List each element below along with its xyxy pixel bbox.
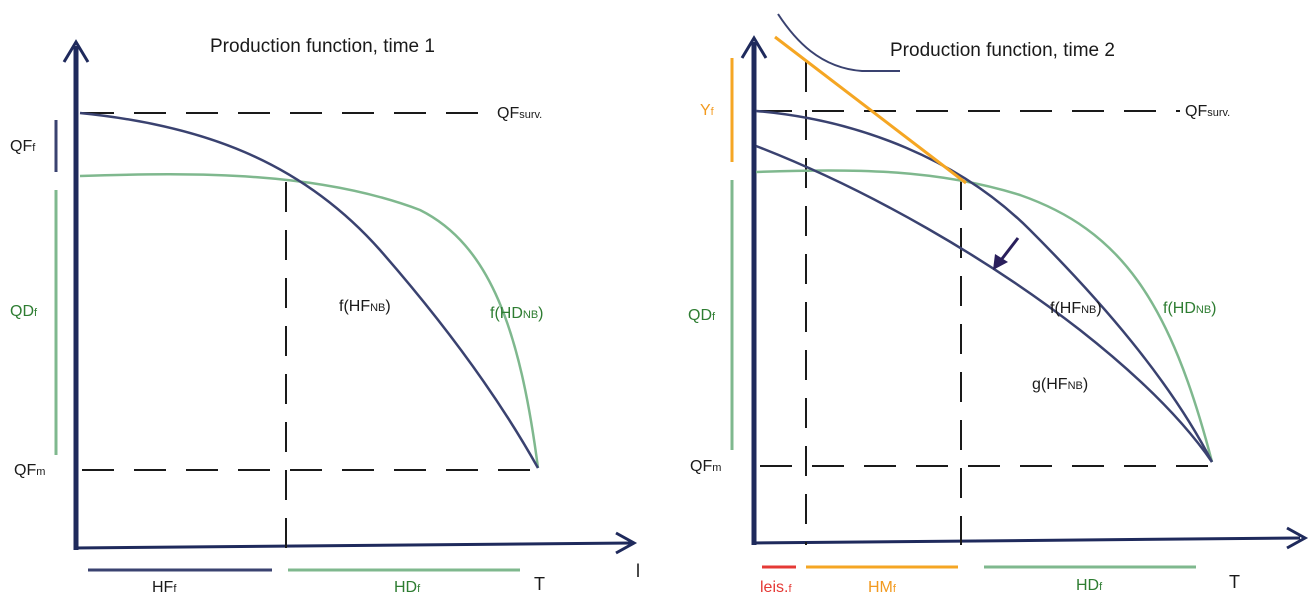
right-curve-green-hd (755, 169, 1214, 463)
left-hdf-label: HDf (394, 579, 421, 596)
left-qfm-label: QFm (14, 462, 45, 479)
right-qf-surv-label: QFsurv. (1185, 103, 1230, 120)
left-hff-label: HFf (152, 579, 177, 596)
right-x-axis-arrow (1286, 526, 1309, 550)
right-t-label: T (1229, 572, 1240, 592)
right-leis-label: leis.f (760, 579, 792, 596)
right-tangent-line (774, 35, 967, 185)
right-curve-navy-f (755, 109, 1214, 463)
right-title: Production function, time 2 (890, 40, 1115, 61)
left-y-axis-arrow (62, 39, 90, 63)
right-indifference-curve (777, 13, 900, 72)
right-hdf-label: HDf (1076, 577, 1103, 594)
right-shift-arrow-head (993, 254, 1008, 270)
left-curve-navy-hf (79, 111, 540, 469)
right-curve-hd-label: f(HDNB) (1163, 300, 1217, 317)
left-panel: Production function, time 1 QFsurv. QFf … (10, 36, 640, 596)
left-qf-surv-label: QFsurv. (497, 105, 542, 122)
left-qff-label: QFf (10, 138, 36, 155)
right-curve-g-label: g(HFNB) (1032, 376, 1088, 393)
left-curve-green-hd (79, 173, 540, 469)
left-x-axis-arrow (615, 531, 638, 555)
right-yf-label: Yf (700, 102, 715, 119)
right-hmf-label: HMf (868, 579, 897, 596)
right-curve-f-label: f(HFNB) (1050, 300, 1102, 317)
left-title: Production function, time 1 (210, 36, 435, 57)
left-edge-label: l (636, 561, 640, 581)
left-t-label: T (534, 574, 545, 594)
right-y-axis-arrow (740, 35, 768, 59)
left-qdf-label: QDf (10, 303, 38, 320)
right-qdf-label: QDf (688, 307, 716, 324)
right-x-axis (751, 536, 1301, 545)
right-panel: Production function, time 2 QFsurv. Yf Q… (688, 13, 1309, 596)
left-x-axis (73, 541, 633, 550)
right-qfm-label: QFm (690, 458, 721, 475)
left-curve-f-label: f(HFNB) (339, 298, 391, 315)
left-curve-hd-label: f(HDNB) (490, 305, 544, 322)
right-curve-navy-g (755, 144, 1214, 463)
